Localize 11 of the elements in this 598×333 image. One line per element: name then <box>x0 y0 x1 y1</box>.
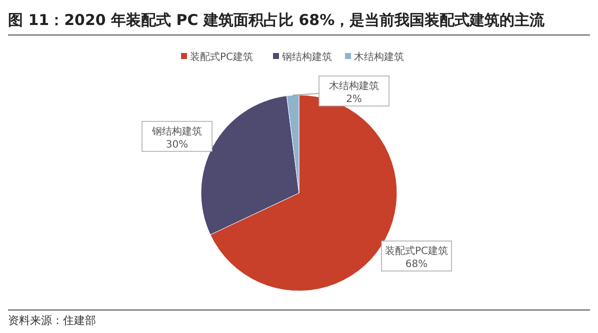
legend-label: 钢结构建筑 <box>281 51 332 63</box>
legend-label: 装配式PC建筑 <box>190 51 254 63</box>
slice-label: 装配式PC建筑 <box>384 245 448 258</box>
slice-label: 木结构建筑 <box>329 80 379 92</box>
data-label: 68% <box>405 259 428 270</box>
legend-label: 木结构建筑 <box>354 51 404 63</box>
chart-title: 图 11：2020 年装配式 PC 建筑面积占比 68%，是当前我国装配式建筑的主流 <box>8 11 546 29</box>
data-label: 30% <box>166 139 188 150</box>
slice-label: 钢结构建筑 <box>151 125 202 138</box>
text: 资料来源：住建部 <box>8 314 96 327</box>
data-label: 2% <box>346 94 362 105</box>
